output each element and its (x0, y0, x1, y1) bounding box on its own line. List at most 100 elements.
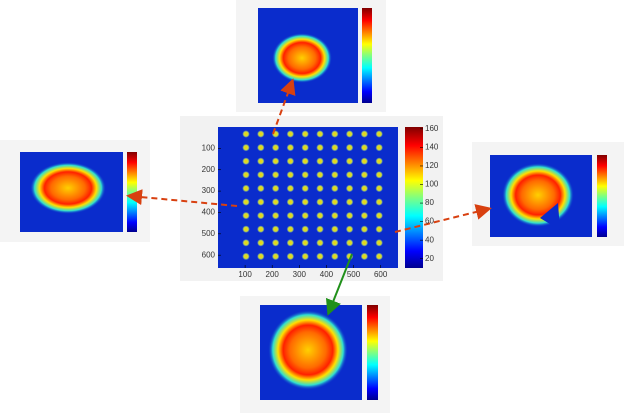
spot (286, 184, 294, 192)
spot (286, 252, 294, 260)
spot (286, 212, 294, 220)
x-tick-label: 400 (320, 270, 334, 279)
spot (257, 225, 265, 233)
zoom-right (490, 155, 607, 237)
spot (360, 144, 368, 152)
spot (316, 239, 324, 247)
spot (331, 212, 339, 220)
x-tick-label: 600 (374, 270, 388, 279)
spot (272, 144, 280, 152)
spot (301, 239, 309, 247)
arrow (394, 204, 492, 233)
spot (375, 171, 383, 179)
x-tick-label: 500 (347, 270, 361, 279)
spot (242, 171, 250, 179)
y-tick-label: 200 (202, 165, 216, 174)
spot (242, 198, 250, 206)
spot (316, 252, 324, 260)
y-tick-label: 100 (202, 143, 216, 152)
spot (257, 198, 265, 206)
spot (331, 184, 339, 192)
arrow (126, 189, 238, 207)
spot (360, 130, 368, 138)
spot (301, 225, 309, 233)
y-tick-label: 300 (202, 186, 216, 195)
spot (286, 144, 294, 152)
spot (242, 157, 250, 165)
spot (301, 212, 309, 220)
spot (316, 225, 324, 233)
colorbar (405, 127, 423, 268)
spot (257, 130, 265, 138)
spot (346, 239, 354, 247)
spot (242, 225, 250, 233)
colorbar-tick-label: 140 (425, 143, 439, 152)
spot (257, 144, 265, 152)
spot (316, 144, 324, 152)
spot (301, 184, 309, 192)
spot (346, 144, 354, 152)
spot (286, 130, 294, 138)
spot (331, 225, 339, 233)
spot (301, 252, 309, 260)
colorbar-tick-label: 20 (425, 254, 434, 263)
spot (301, 198, 309, 206)
spot (272, 225, 280, 233)
spot (360, 184, 368, 192)
spot (272, 171, 280, 179)
spot (375, 157, 383, 165)
spot (272, 239, 280, 247)
spot (346, 130, 354, 138)
spot (257, 239, 265, 247)
x-tick-label: 100 (238, 270, 252, 279)
x-tick-label: 300 (293, 270, 307, 279)
spot (331, 198, 339, 206)
spot (301, 157, 309, 165)
spot (257, 157, 265, 165)
spot-grid (242, 130, 383, 260)
colorbar-tick-label: 120 (425, 161, 439, 170)
spot (375, 225, 383, 233)
spot (286, 171, 294, 179)
colorbar-tick-label: 40 (425, 235, 434, 244)
spot (242, 144, 250, 152)
spot (375, 144, 383, 152)
spot (331, 252, 339, 260)
zoom-left (20, 152, 137, 232)
y-tick-label: 400 (202, 208, 216, 217)
y-tick-label: 500 (202, 229, 216, 238)
spot (242, 184, 250, 192)
spot (331, 144, 339, 152)
x-tick-label: 200 (266, 270, 280, 279)
spot (360, 252, 368, 260)
spot (316, 171, 324, 179)
spot (286, 198, 294, 206)
spot (257, 252, 265, 260)
spot (375, 184, 383, 192)
spot (360, 239, 368, 247)
spot (360, 225, 368, 233)
spot (375, 212, 383, 220)
spot (360, 157, 368, 165)
axes: 100 200 300 400 500 600 100 200 300 400 500 600 20 40… (202, 124, 439, 279)
spot (375, 130, 383, 138)
spot (360, 171, 368, 179)
spot (331, 239, 339, 247)
spot (346, 225, 354, 233)
spot (375, 198, 383, 206)
spot (286, 225, 294, 233)
spot (316, 157, 324, 165)
spot (301, 144, 309, 152)
zoom-bottom (260, 305, 378, 400)
spot (272, 212, 280, 220)
spot (360, 198, 368, 206)
spot (257, 184, 265, 192)
zoom-top (258, 8, 372, 103)
spot (257, 212, 265, 220)
spot (257, 171, 265, 179)
spot (286, 239, 294, 247)
spot (272, 157, 280, 165)
spot (375, 239, 383, 247)
spot (346, 212, 354, 220)
